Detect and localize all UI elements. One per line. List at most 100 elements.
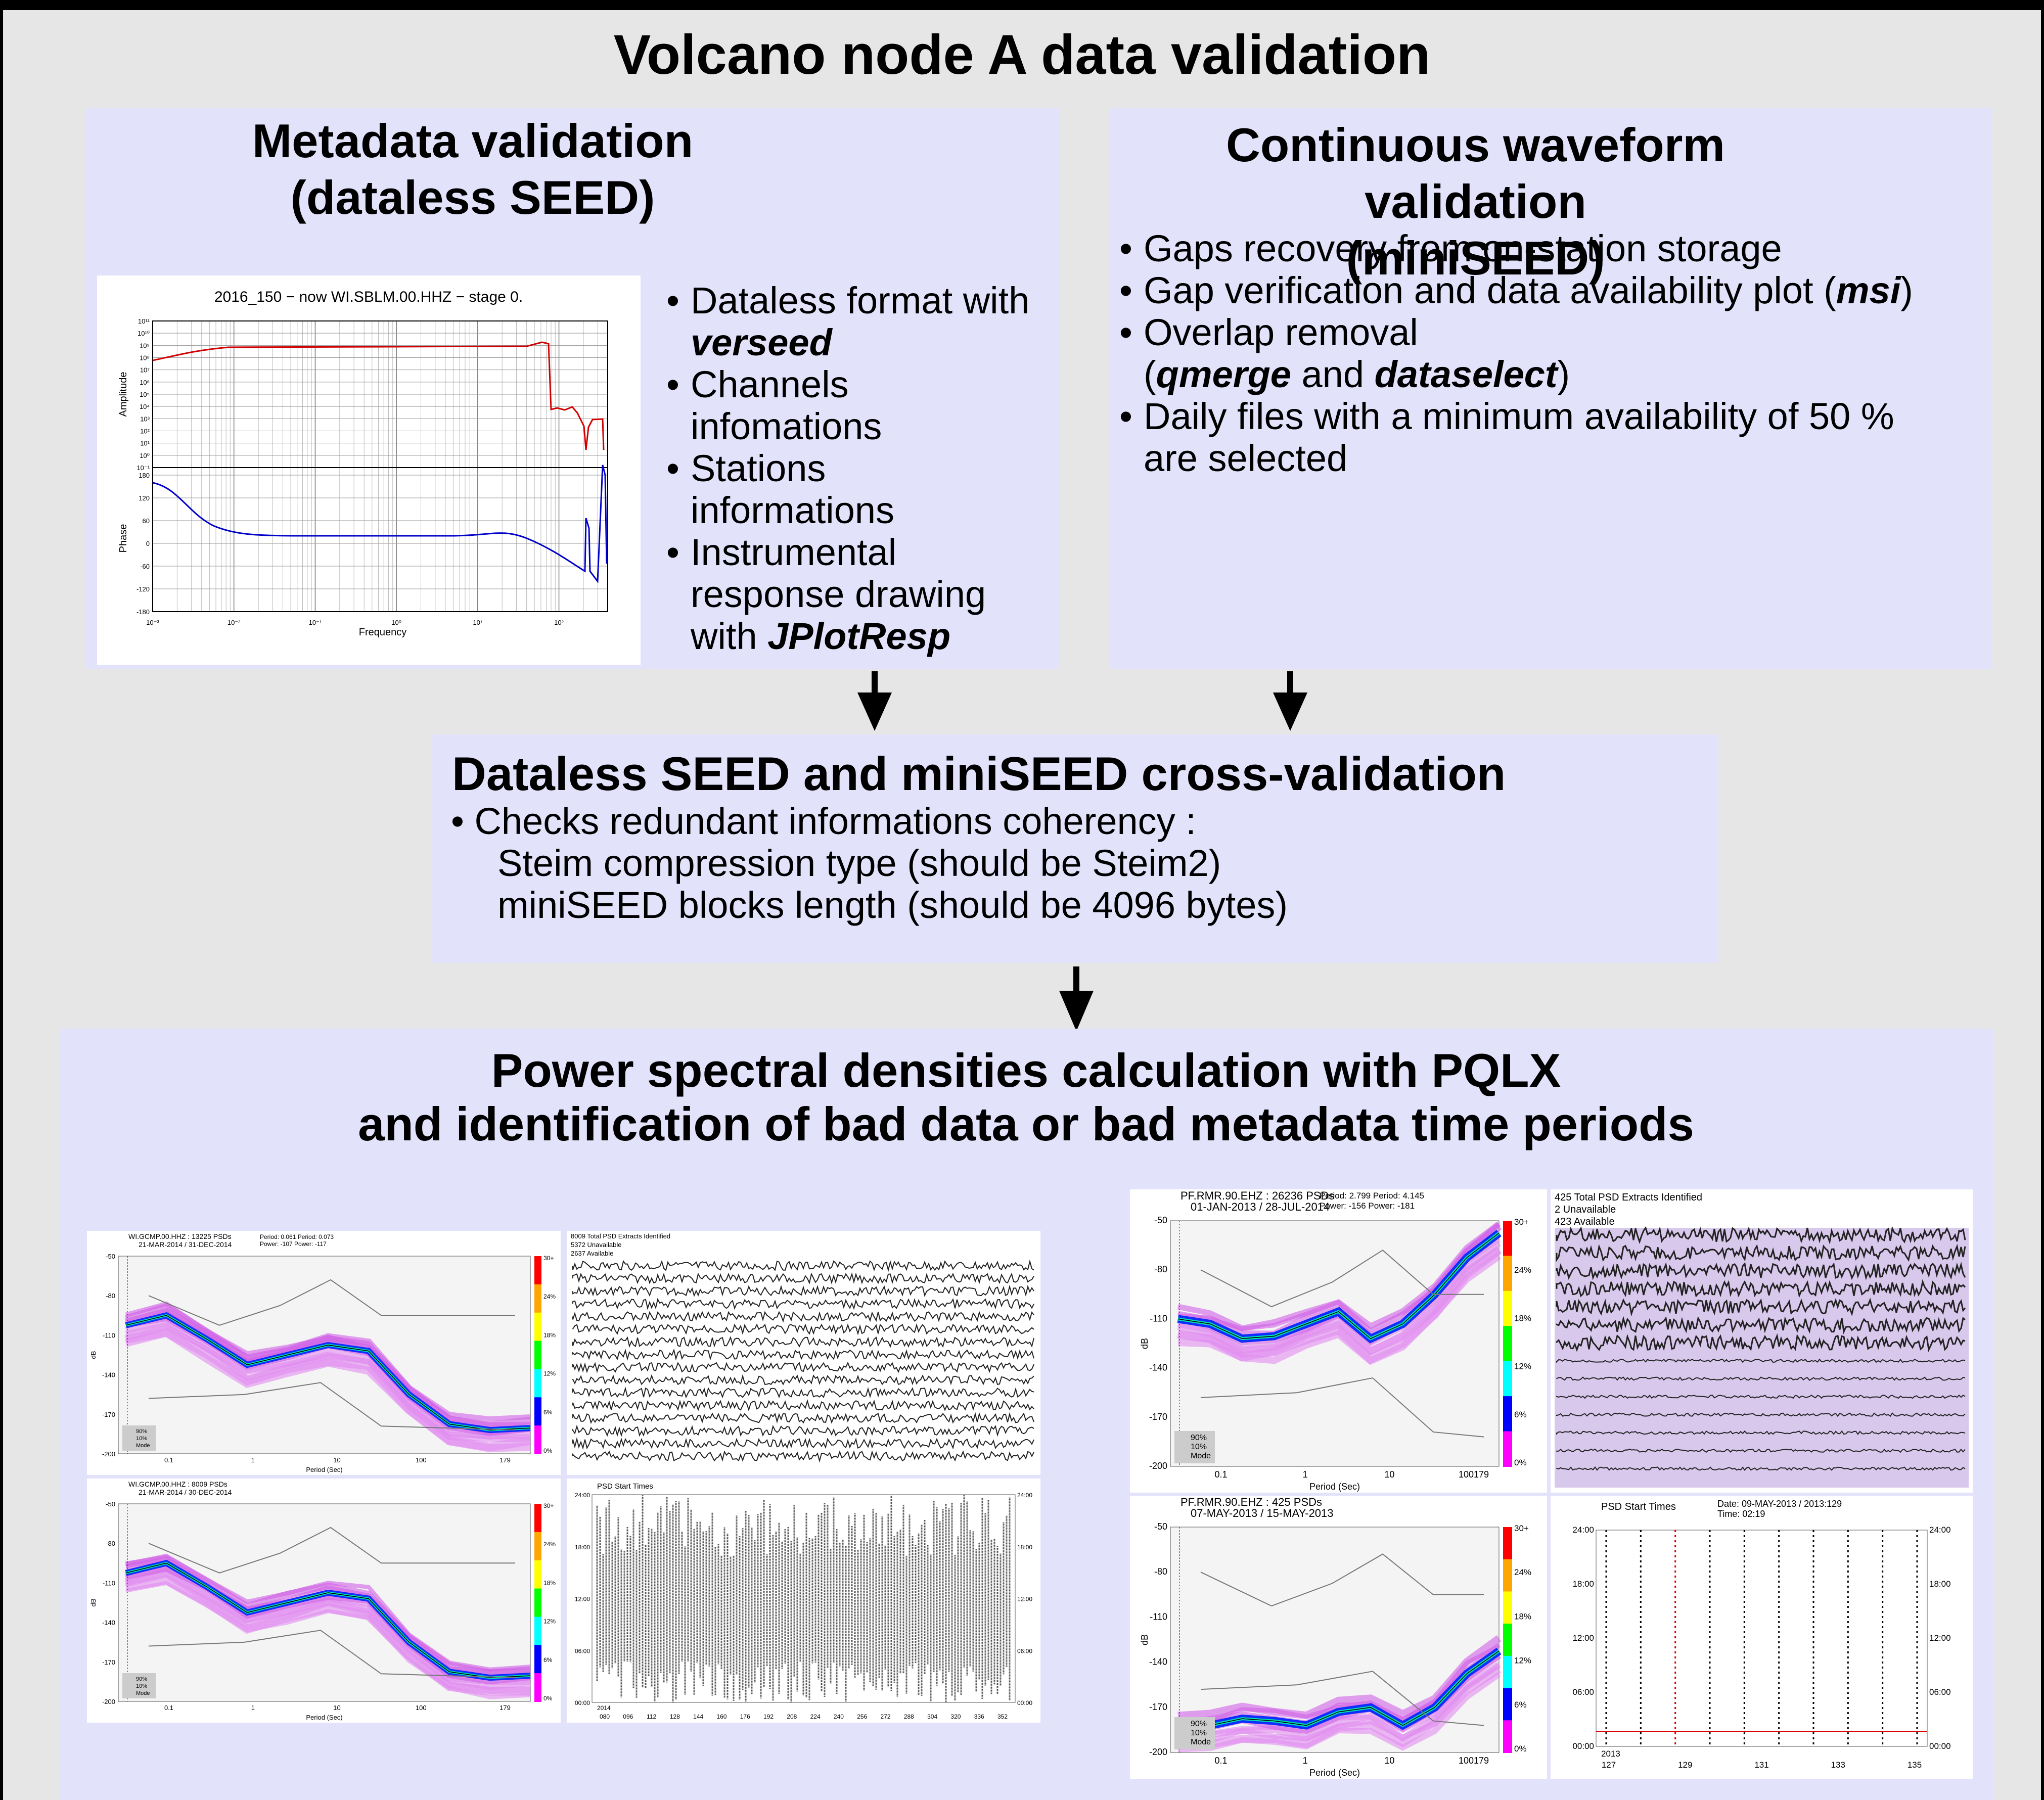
amp-tick-label: 10⁴ [140,403,150,410]
avail-unavailable: 2 Unavailable [1555,1204,1616,1215]
top-border [0,0,2044,10]
psd-dates: 01-JAN-2013 / 28-JUL-2014 [1191,1201,1330,1213]
day-tick-label: 352 [997,1713,1008,1720]
psd-plot-e: PF.RMR.90.EHZ : 26236 PSDs 01-JAN-2013 / … [1130,1189,1547,1493]
colorbar-tick-label: 6% [543,1656,553,1664]
period-tick-label: 1 [251,1456,255,1464]
high-noise-model [148,1279,515,1326]
response-plot-svg: 2016_150 − now WI.SBLM.00.HHZ − stage 0.… [118,289,608,638]
x-tick-label: 10⁻³ [146,619,159,626]
colorbar-segment [1503,1290,1512,1327]
waveform-trace [572,1450,1034,1463]
legend-label: 10% [136,1436,147,1442]
colorbar-tick-label: 24% [543,1541,556,1548]
psd-panel: Power spectral densities calculation wit… [59,1029,1993,1800]
colorbar-segment [534,1425,541,1454]
period-tick-label: 0.1 [164,1704,173,1712]
colorbar-segment [1503,1326,1512,1362]
hour-tick-label: 00:00 [1572,1741,1594,1751]
colorbar-tick-label: 0% [1514,1458,1527,1467]
hour-tick-label: 12:00 [1017,1596,1032,1603]
waveform-trace [1556,1226,1966,1245]
db-tick-label: -200 [1149,1747,1167,1757]
hour-tick-label: 18:00 [1572,1579,1594,1589]
waveform-trace [572,1387,1034,1399]
waveform-trace [572,1399,1034,1412]
right-border [2041,0,2044,1800]
psd-period: Period: 2.799 Period: 4.145 [1320,1191,1424,1201]
low-noise-model [148,1630,516,1679]
amp-tick-label: 10³ [140,415,150,423]
waveform-trace [1556,1430,1966,1435]
day-tick-label: 096 [623,1713,633,1720]
x-tick-label: 10⁻² [228,619,241,626]
start-times-date: Date: 09-MAY-2013 / 2013:129 [1717,1499,1842,1509]
waveform-panel: Continuous waveform validation (miniSEED… [1110,108,1992,669]
legend-label: 90% [1191,1434,1207,1442]
period-tick-label: 179 [499,1456,511,1464]
x-axis-label: Frequency [359,627,407,638]
amp-tick-label: 10⁻¹ [137,464,150,472]
waveform-trace [572,1284,1034,1297]
amp-tick-label: 10⁰ [140,452,150,459]
density-band [125,1301,531,1421]
period-tick-label: 1 [1303,1756,1308,1766]
density-band [125,1553,531,1672]
hour-tick-label: 06:00 [1929,1687,1951,1697]
phase-tick-label: 0 [146,540,150,547]
day-tick-label: 240 [834,1713,844,1720]
colorbar-segment [1503,1559,1512,1592]
avail-total: 8009 Total PSD Extracts Identified [571,1232,670,1240]
page-title: Volcano node A data validation [613,24,1431,86]
legend-label: 90% [136,1428,147,1435]
x-tick-label: 10² [554,619,564,626]
hour-tick-label: 24:00 [1572,1525,1594,1535]
hour-tick-label: 18:00 [1929,1579,1951,1589]
legend-box [122,1425,156,1451]
colorbar-segment [534,1341,541,1370]
x-tick-label: 10⁻¹ [309,619,322,626]
db-tick-label: -140 [102,1371,115,1379]
legend-label: 90% [136,1676,147,1682]
colorbar-tick-label: 24% [1514,1265,1531,1275]
y-axis-label: dB [89,1351,97,1359]
colorbar-segment [534,1504,541,1533]
y-axis-label: dB [1140,1634,1150,1645]
colorbar-segment [534,1397,541,1426]
colorbar-tick-label: 18% [543,1331,556,1339]
response-plot: 2016_150 − now WI.SBLM.00.HHZ − stage 0.… [97,275,641,665]
db-tick-label: -200 [102,1698,115,1705]
low-noise-model [148,1382,516,1431]
year-label: 2014 [597,1704,611,1712]
colorbar-tick-label: 18% [1514,1313,1531,1323]
period-tick-label: 1 [251,1704,255,1712]
avail-available: 423 Available [1555,1216,1615,1227]
waveform-trace [572,1272,1034,1284]
y-axis-label: dB [1140,1338,1150,1349]
colorbar-segment [534,1256,541,1285]
arrow-down-icon [857,671,892,731]
phase-tick-label: 120 [139,494,150,502]
colorbar-tick-label: 0% [543,1447,553,1454]
db-tick-label: -170 [1149,1412,1167,1422]
hour-tick-label: 00:00 [1017,1699,1032,1706]
colorbar-segment [1503,1431,1512,1467]
colorbar-segment [1503,1591,1512,1625]
density-band [1177,1221,1501,1331]
x-axis-label: Period (Sec) [1309,1482,1360,1492]
hour-tick-label: 18:00 [1017,1544,1032,1551]
psd-plot-g: PF.RMR.90.EHZ : 425 PSDs 07-MAY-2013 / 15… [1130,1496,1547,1779]
waveform-bullet: Overlap removal (qmerge and dataselect) [1119,311,1979,395]
db-tick-label: -80 [1154,1566,1167,1577]
colorbar-segment [534,1645,541,1674]
waveform-trace [572,1361,1034,1373]
psd-header: WI.GCMP.00.HHZ : 13225 PSDs [128,1232,232,1240]
hour-tick-label: 24:00 [1017,1492,1032,1499]
waveform-bullet: Gap verification and data availability p… [1119,269,1979,311]
waveform-trace [1556,1448,1966,1453]
psd-title-line1: Power spectral densities calculation wit… [491,1044,1561,1097]
colorbar-tick-label: 30+ [1514,1524,1529,1533]
db-tick-label: -80 [1154,1264,1167,1274]
amp-tick-label: 10² [140,428,150,435]
amp-tick-label: 10⁵ [140,391,150,398]
